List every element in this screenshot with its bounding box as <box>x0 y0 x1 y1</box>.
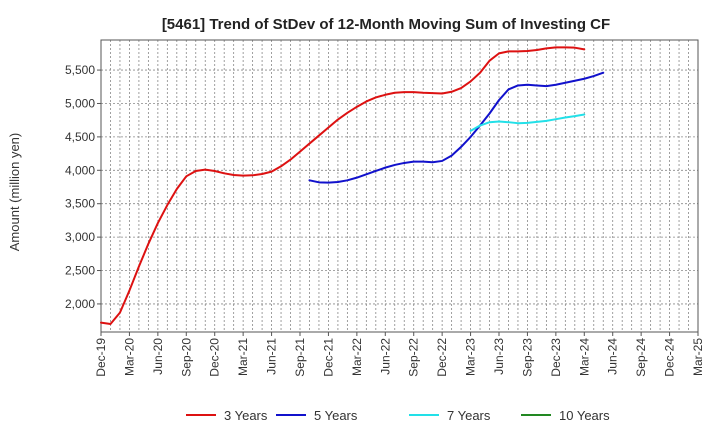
y-tick-label: 3,000 <box>65 230 95 244</box>
x-tick-label: Sep-21 <box>293 338 307 377</box>
x-tick-label: Mar-22 <box>350 338 364 376</box>
x-tick-label: Jun-23 <box>492 338 506 375</box>
x-tick-label: Sep-22 <box>407 338 421 377</box>
series-line-3-years <box>100 46 586 325</box>
legend: 3 Years 5 Years 7 Years 10 Years <box>186 408 610 423</box>
x-tick-label: Mar-24 <box>577 338 591 376</box>
y-tick-label: 2,000 <box>65 297 95 311</box>
y-tick-label: 3,500 <box>65 197 95 211</box>
legend-label-7-years: 7 Years <box>447 408 491 423</box>
x-axis-ticks: Dec-19 Mar-20 Jun-20 Sep-20 Dec-20 Mar-21 Jun-… <box>94 332 705 377</box>
x-tick-label: Dec-19 <box>94 338 108 377</box>
x-tick-label: Mar-20 <box>122 338 136 376</box>
y-tick-label: 2,500 <box>65 264 95 278</box>
y-tick-label: 5,500 <box>65 63 95 77</box>
x-tick-label: Dec-20 <box>208 338 222 377</box>
x-tick-label: Sep-23 <box>520 338 534 377</box>
x-tick-label: Jun-22 <box>378 338 392 375</box>
series-lines <box>100 46 605 325</box>
series-line-7-years <box>469 113 586 132</box>
x-tick-label: Dec-24 <box>663 338 677 377</box>
x-tick-label: Dec-21 <box>321 338 335 377</box>
chart-title: [5461] Trend of StDev of 12-Month Moving… <box>162 16 610 33</box>
legend-label-5-years: 5 Years <box>314 408 358 423</box>
x-tick-label: Dec-23 <box>549 338 563 377</box>
series-line-5-years <box>308 71 605 184</box>
legend-label-10-years: 10 Years <box>559 408 610 423</box>
x-tick-label: Sep-20 <box>179 338 193 377</box>
y-tick-label: 4,000 <box>65 163 95 177</box>
x-tick-label: Jun-24 <box>606 338 620 375</box>
x-tick-label: Mar-25 <box>691 338 705 376</box>
legend-label-3-years: 3 Years <box>224 408 268 423</box>
y-tick-label: 4,500 <box>65 130 95 144</box>
x-tick-label: Jun-20 <box>151 338 165 375</box>
plot-frame <box>100 39 699 333</box>
x-tick-label: Jun-21 <box>265 338 279 375</box>
x-tick-label: Dec-22 <box>435 338 449 377</box>
grid <box>101 40 698 332</box>
y-axis-label: Amount (million yen) <box>7 133 22 252</box>
x-tick-label: Mar-23 <box>464 338 478 376</box>
x-tick-label: Sep-24 <box>634 338 648 377</box>
y-tick-label: 5,000 <box>65 96 95 110</box>
y-axis-ticks: 2,000 2,500 3,000 3,500 4,000 4,500 5,000 5,500 <box>65 63 101 311</box>
x-tick-label: Mar-21 <box>236 338 250 376</box>
